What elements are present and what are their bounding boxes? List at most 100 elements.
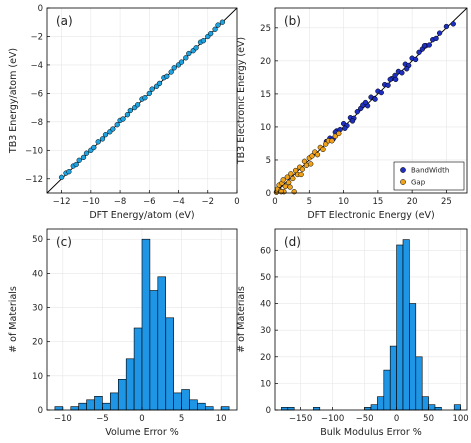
scatter-point: [58, 174, 65, 180]
histogram-bar: [181, 389, 190, 411]
y-tick-label: 30: [32, 304, 43, 314]
scatter-point: [284, 174, 290, 180]
y-tick-label: 10: [260, 123, 271, 133]
scatter-point: [124, 112, 131, 118]
x-tick-label: 5: [307, 197, 312, 207]
scatter-point: [287, 184, 293, 190]
x-tick-label: −5: [96, 414, 109, 424]
y-tick-label: 40: [260, 300, 271, 310]
scatter-point: [149, 86, 155, 92]
scatter-point: [332, 133, 338, 139]
y-axis-label: TB3 Energy/atom (eV): [8, 48, 19, 154]
x-tick-label: 0: [234, 197, 239, 207]
scatter-point: [178, 59, 185, 65]
histogram-bar: [54, 406, 64, 411]
histogram-bar: [313, 406, 321, 411]
scatter-point: [156, 80, 163, 87]
scatter-point: [362, 99, 369, 106]
scatter-point: [336, 130, 342, 137]
x-tick-label: 50: [423, 414, 434, 424]
histogram-bar: [281, 406, 289, 411]
scatter-point: [168, 69, 174, 75]
histogram-bar: [157, 276, 167, 411]
y-tick-label: 10: [260, 379, 271, 389]
scatter-point: [450, 21, 456, 27]
scatter-point: [416, 49, 422, 55]
x-tick-label: −2: [202, 197, 215, 207]
y-axis-label: # of Materials: [8, 286, 19, 353]
x-tick-label: 0: [139, 414, 144, 424]
y-tick-label: 20: [32, 338, 43, 348]
scatter-point: [320, 146, 326, 153]
x-tick-label: 20: [407, 197, 418, 207]
y-tick-label: −10: [25, 146, 43, 156]
histogram-bar: [149, 290, 159, 411]
x-tick-label: −150: [289, 414, 312, 424]
plot-frame: [46, 7, 238, 194]
scatter-point: [436, 30, 443, 36]
x-tick-label: 5: [179, 414, 184, 424]
scatter-point: [76, 157, 82, 163]
scatter-point: [120, 116, 126, 122]
scatter-point: [80, 154, 87, 161]
x-tick-label: 10: [216, 414, 227, 424]
histogram-bar: [70, 406, 80, 411]
x-tick-label: 0: [394, 414, 399, 424]
y-tick-label: 20: [260, 353, 271, 363]
x-axis-label: Volume Error %: [105, 427, 179, 438]
scatter-point: [73, 161, 79, 168]
histogram-bar: [102, 402, 111, 411]
scatter-point: [308, 161, 314, 167]
scatter-point: [378, 89, 384, 96]
y-tick-label: 0: [266, 189, 271, 199]
scatter-point: [146, 90, 152, 97]
histogram-bar: [78, 402, 87, 411]
x-axis-label: DFT Energy/atom (eV): [89, 210, 194, 221]
y-tick-label: 60: [260, 246, 271, 256]
scatter-point: [114, 122, 120, 128]
scatter-point: [91, 144, 97, 151]
scatter-point: [134, 102, 141, 108]
y-tick-label: −6: [30, 89, 43, 99]
y-axis-label: TB3 Electronic Energy (eV): [236, 37, 247, 165]
x-tick-label: 0: [272, 197, 277, 207]
y-tick-label: 40: [32, 269, 43, 279]
scatter-point: [385, 82, 391, 88]
x-tick-label: −8: [114, 197, 127, 207]
scatter-point: [443, 23, 450, 30]
y-tick-label: 0: [266, 406, 271, 416]
histogram-bar: [205, 406, 214, 411]
x-tick-label: −10: [82, 197, 100, 207]
scatter-point: [171, 65, 177, 71]
scatter-point: [83, 150, 90, 156]
panel-label: (d): [284, 235, 301, 249]
legend-marker: [400, 179, 406, 185]
scatter-point: [99, 136, 106, 142]
y-tick-label: 0: [38, 406, 43, 416]
x-tick-label: −12: [53, 197, 71, 207]
scatter-point: [102, 132, 109, 138]
scatter-point: [309, 153, 315, 159]
legend: BandWidth Gap: [393, 161, 465, 191]
scatter-point: [349, 118, 356, 124]
histogram-bar: [377, 396, 385, 411]
scatter-point: [186, 50, 192, 57]
x-tick-label: 10: [338, 197, 349, 207]
scatter-point: [412, 56, 419, 63]
histogram-bar: [173, 392, 182, 411]
y-tick-label: 5: [266, 156, 271, 166]
scatter-point: [354, 109, 360, 115]
scatter-point: [387, 76, 393, 83]
scatter-point: [342, 125, 348, 131]
x-tick-label: −6: [143, 197, 156, 207]
legend-marker: [400, 167, 406, 173]
scatter-point: [200, 38, 207, 44]
histogram-bar: [220, 406, 230, 411]
y-tick-label: −12: [25, 175, 43, 185]
scatter-point: [393, 76, 399, 83]
scatter-point: [142, 95, 148, 101]
scatter-point: [329, 138, 335, 144]
y-tick-label: 0: [38, 4, 43, 14]
panel-label: (a): [56, 14, 73, 28]
x-tick-label: −100: [321, 414, 344, 424]
